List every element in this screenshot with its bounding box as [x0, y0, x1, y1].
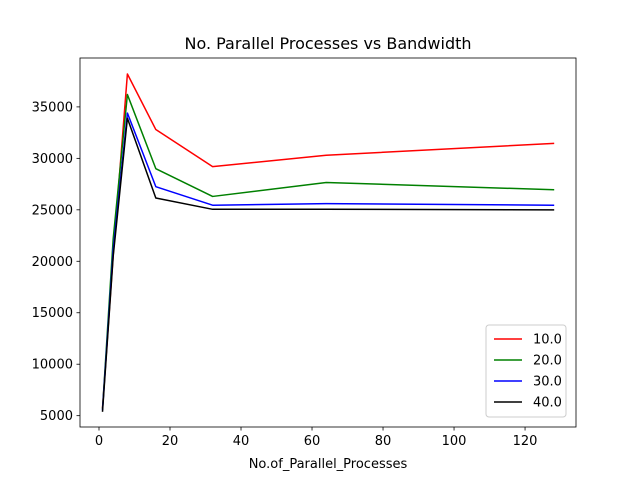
x-tick-label: 80: [375, 434, 392, 449]
x-tick-label: 60: [304, 434, 321, 449]
y-tick-label: 25000: [32, 203, 73, 218]
y-tick-label: 35000: [32, 100, 73, 115]
x-tick-label: 120: [513, 434, 538, 449]
x-tick-label: 100: [442, 434, 467, 449]
legend-label-20.0: 20.0: [533, 354, 562, 369]
series-line-40.0: [101, 117, 555, 412]
y-tick-label: 30000: [32, 152, 73, 167]
plot-frame: [79, 57, 577, 428]
x-tick-label: 40: [233, 434, 250, 449]
plot-area: [79, 57, 577, 428]
x-axis-ticks: 0 20 40 60 80 100 120: [95, 427, 538, 449]
legend-label-10.0: 10.0: [533, 333, 562, 348]
y-tick-label: 5000: [40, 409, 73, 424]
x-axis-label: No.of_Parallel_Processes: [249, 457, 408, 472]
legend-label-30.0: 30.0: [533, 375, 562, 390]
chart-title: No. Parallel Processes vs Bandwidth: [184, 34, 471, 53]
legend: 10.0 20.0 30.0 40.0: [485, 324, 567, 418]
y-tick-label: 20000: [32, 255, 73, 270]
series-line-20.0: [101, 93, 555, 410]
x-tick-label: 20: [162, 434, 179, 449]
legend-box: [485, 324, 567, 418]
series-lines: [101, 73, 555, 412]
x-tick-label: 0: [95, 434, 103, 449]
y-tick-label: 10000: [32, 358, 73, 373]
y-tick-label: 15000: [32, 306, 73, 321]
legend-label-40.0: 40.0: [533, 396, 562, 411]
y-axis-ticks: 5000 10000 15000 20000 25000 30000 35000: [32, 100, 80, 424]
